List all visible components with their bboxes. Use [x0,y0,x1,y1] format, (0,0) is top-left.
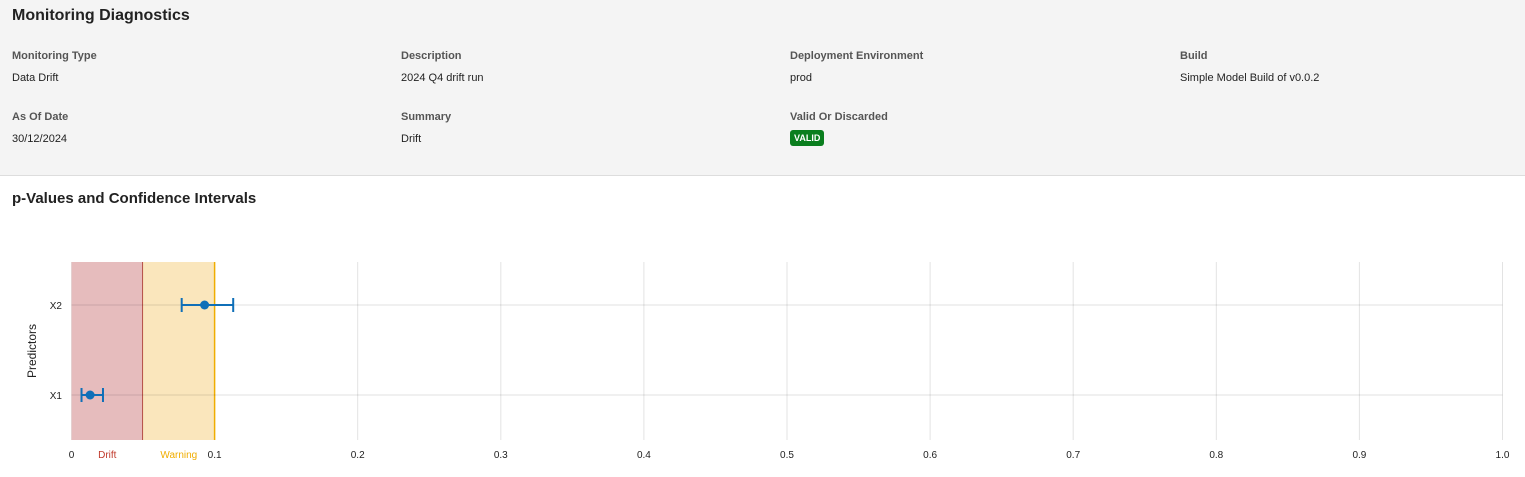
field-deployment-environment: Deployment Environment prod [790,50,1170,84]
y-tick-label: X1 [50,391,63,402]
field-value: 30/12/2024 [12,133,68,145]
field-monitoring-type: Monitoring Type Data Drift [12,50,392,84]
field-valid-or-discarded: Valid Or Discarded VALID [790,111,1170,146]
field-label: Valid Or Discarded [790,111,888,123]
y-axis-label: Predictors [25,324,39,378]
field-description: Description 2024 Q4 drift run [401,50,781,84]
field-label: Description [401,50,462,62]
field-summary: Summary Drift [401,111,781,145]
page-title: Monitoring Diagnostics [12,7,190,24]
x-tick-label: 1.0 [1496,450,1510,461]
field-label: Deployment Environment [790,50,924,62]
data-point-x2 [200,300,210,310]
region-label: Drift [98,450,117,461]
x-tick-label: 0.9 [1352,450,1366,461]
field-value: Data Drift [12,72,59,84]
data-point-x1 [85,390,95,400]
x-tick-label: 0.2 [351,450,365,461]
field-build: Build Simple Model Build of v0.0.2 [1180,50,1525,84]
chart-title: p-Values and Confidence Intervals [12,190,257,207]
region-label: Warning [160,450,197,461]
field-value: Simple Model Build of v0.0.2 [1180,72,1320,84]
x-tick-label: 0.5 [780,450,794,461]
y-tick-label: X2 [50,301,63,312]
field-label: Summary [401,111,452,123]
field-value: prod [790,72,813,84]
field-label: Monitoring Type [12,50,97,62]
x-tick-label: 0.3 [494,450,508,461]
field-value: 2024 Q4 drift run [401,72,484,84]
field-value: Drift [401,133,422,145]
x-tick-label: 0 [69,450,75,461]
region-drift [71,262,144,440]
field-label: As Of Date [12,111,69,123]
x-tick-label: 0.4 [637,450,651,461]
x-tick-label: 0.6 [923,450,937,461]
region-warning [143,262,215,440]
x-tick-label: 0.1 [208,450,222,461]
diagnostics-header: Monitoring Diagnostics Monitoring Type D… [0,0,1525,176]
field-label: Build [1180,50,1208,62]
field-as-of-date: As Of Date 30/12/2024 [12,111,392,145]
x-tick-label: 0.8 [1209,450,1223,461]
x-tick-label: 0.7 [1066,450,1080,461]
status-badge: VALID [790,130,825,146]
